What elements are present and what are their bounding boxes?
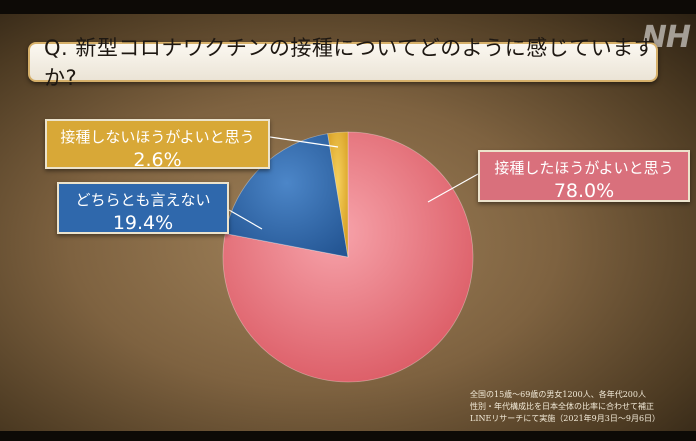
leader-no-vaccine — [269, 136, 339, 148]
slice-vaccinate — [222, 131, 474, 383]
callout-vaccinate-label: 接種したほうがよいと思う — [494, 159, 674, 177]
callout-undecided: どちらとも言えない 19.4% — [57, 182, 229, 234]
footnote-line: LINEリサーチにて実施（2021年9月3日〜9月6日） — [470, 414, 661, 423]
leader-undecided — [228, 209, 263, 230]
callout-undecided-label: どちらとも言えない — [75, 191, 211, 209]
survey-footnote: 全国の15歳〜69歳の男女1200人、各年代200人 性別・年代構成比を日本全体… — [470, 389, 692, 425]
chart-background: NH Q. 新型コロナワクチンの接種についてどのように感じていますか? 接種しな… — [0, 14, 696, 431]
slice-no-vaccine — [327, 131, 349, 258]
callout-no-vaccine-label: 接種しないほうがよいと思う — [60, 128, 255, 146]
footnote-line: 性別・年代構成比を日本全体の比率に合わせて補正 — [470, 402, 654, 411]
question-title-text: Q. 新型コロナワクチンの接種についてどのように感じていますか? — [44, 36, 656, 90]
pie-chart — [222, 131, 479, 383]
leader-vaccinate — [427, 173, 479, 203]
question-title: Q. 新型コロナワクチンの接種についてどのように感じていますか? — [28, 36, 658, 90]
callout-undecided-value: 19.4% — [112, 212, 174, 234]
callout-vaccinate-value: 78.0% — [553, 180, 615, 202]
callout-no-vaccine: 接種しないほうがよいと思う 2.6% — [45, 119, 270, 171]
callout-vaccinate: 接種したほうがよいと思う 78.0% — [478, 150, 690, 202]
footnote-line: 全国の15歳〜69歳の男女1200人、各年代200人 — [470, 390, 646, 399]
callout-no-vaccine-value: 2.6% — [133, 149, 182, 171]
